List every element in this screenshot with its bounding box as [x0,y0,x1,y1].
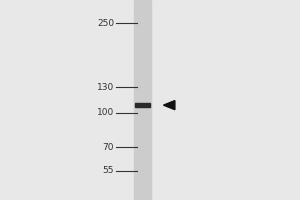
Text: 100: 100 [97,108,114,117]
Text: 70: 70 [103,143,114,152]
Polygon shape [164,101,175,110]
Text: 55: 55 [103,166,114,175]
Bar [134,0,151,200]
Bar [135,103,150,107]
Text: 130: 130 [97,83,114,92]
Text: 250: 250 [97,19,114,28]
